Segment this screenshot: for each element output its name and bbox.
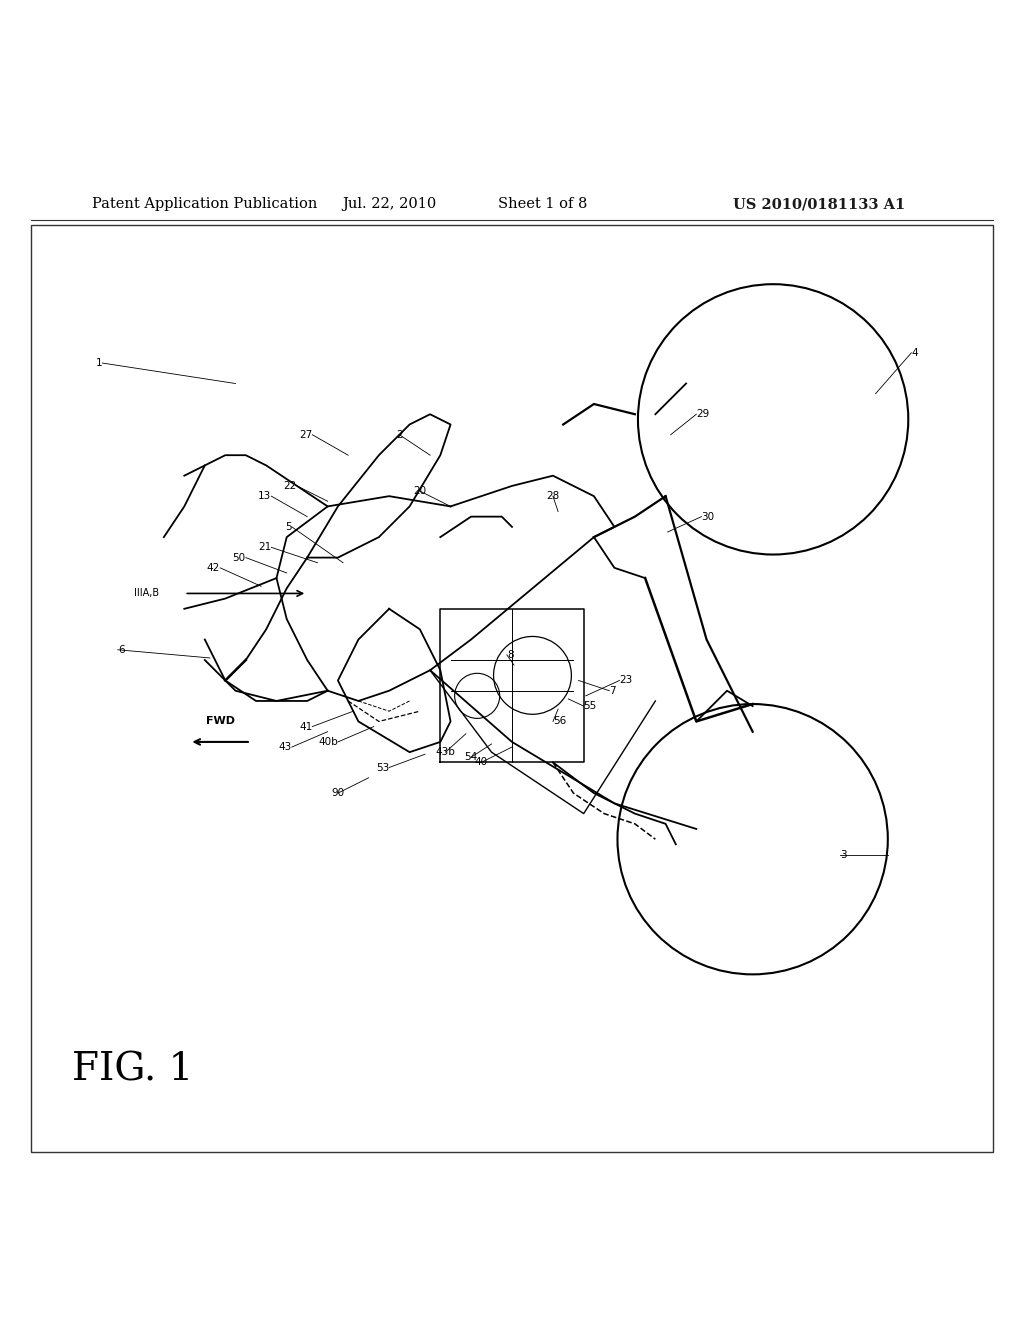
Text: 7: 7 bbox=[609, 685, 615, 696]
Text: 42: 42 bbox=[207, 562, 220, 573]
Text: 29: 29 bbox=[696, 409, 710, 420]
Text: 40: 40 bbox=[475, 758, 487, 767]
Text: 8: 8 bbox=[507, 649, 513, 660]
Text: US 2010/0181133 A1: US 2010/0181133 A1 bbox=[733, 197, 905, 211]
Text: 22: 22 bbox=[284, 480, 297, 491]
Text: 28: 28 bbox=[547, 491, 559, 502]
Text: 13: 13 bbox=[258, 491, 271, 502]
Text: 50: 50 bbox=[232, 553, 246, 562]
Text: 43: 43 bbox=[279, 742, 292, 752]
Text: 55: 55 bbox=[584, 701, 597, 711]
Text: FWD: FWD bbox=[206, 717, 234, 726]
Text: 20: 20 bbox=[414, 486, 426, 496]
Text: 30: 30 bbox=[701, 512, 715, 521]
Text: 40b: 40b bbox=[318, 737, 338, 747]
Text: 43b: 43b bbox=[435, 747, 456, 758]
Text: 5: 5 bbox=[286, 521, 292, 532]
Text: Jul. 22, 2010: Jul. 22, 2010 bbox=[342, 197, 436, 211]
Text: 2: 2 bbox=[396, 430, 402, 440]
Text: Patent Application Publication: Patent Application Publication bbox=[92, 197, 317, 211]
Text: 21: 21 bbox=[258, 543, 271, 552]
Text: 3: 3 bbox=[840, 850, 846, 859]
Text: 1: 1 bbox=[96, 358, 102, 368]
Text: 27: 27 bbox=[299, 430, 312, 440]
Text: 6: 6 bbox=[118, 644, 124, 655]
Text: 4: 4 bbox=[911, 347, 918, 358]
Text: 41: 41 bbox=[299, 722, 312, 731]
Text: 54: 54 bbox=[465, 752, 477, 762]
Text: Sheet 1 of 8: Sheet 1 of 8 bbox=[498, 197, 588, 211]
Text: FIG. 1: FIG. 1 bbox=[73, 1051, 194, 1088]
Text: 56: 56 bbox=[553, 717, 566, 726]
Text: 90: 90 bbox=[332, 788, 344, 799]
Text: 53: 53 bbox=[376, 763, 389, 772]
Text: IIIA,B: IIIA,B bbox=[133, 589, 159, 598]
Text: 23: 23 bbox=[620, 676, 633, 685]
